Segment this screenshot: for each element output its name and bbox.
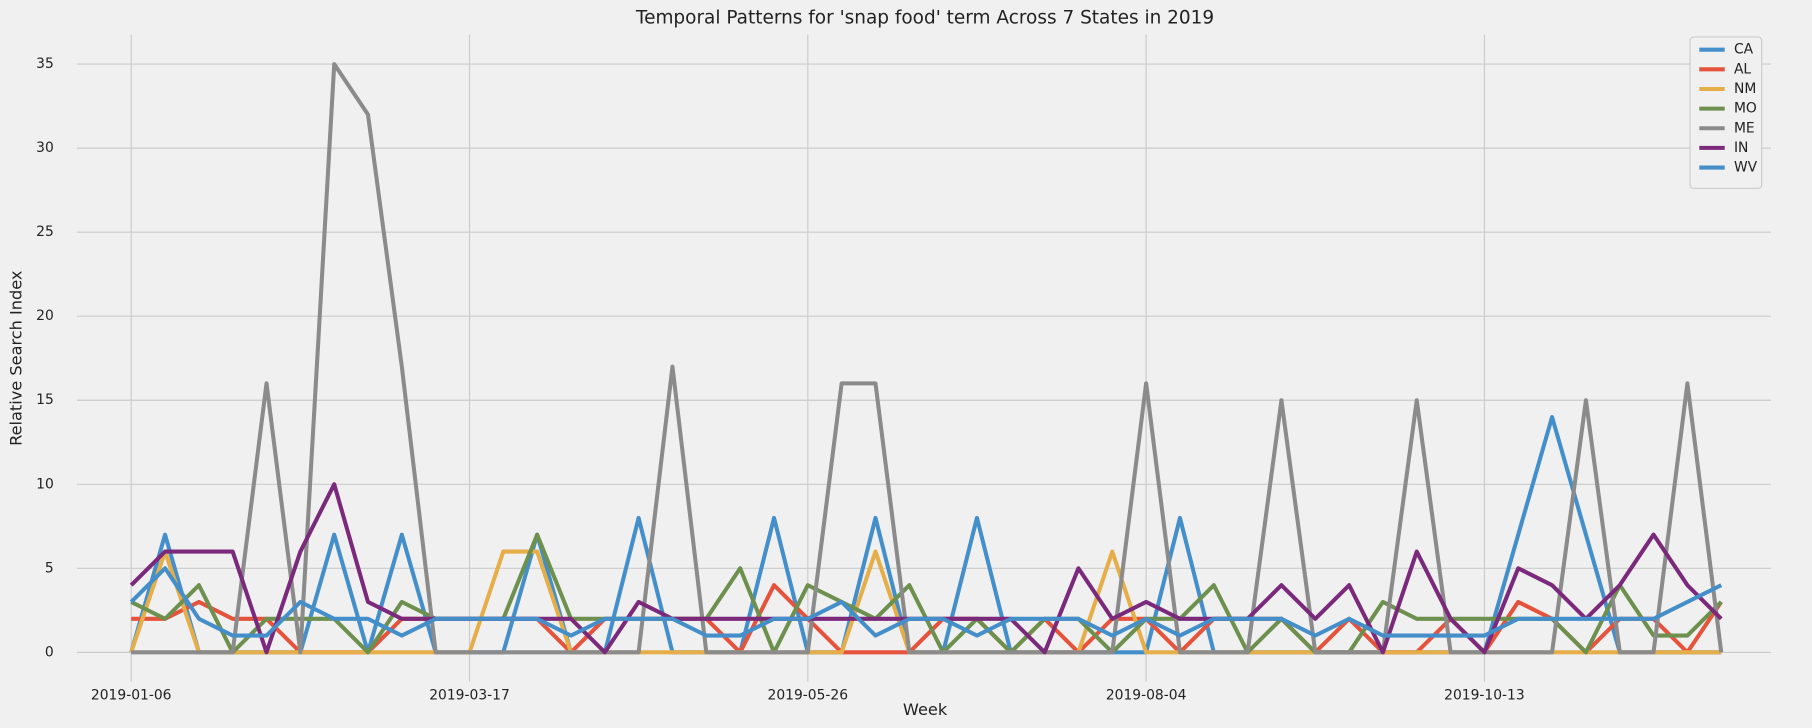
x-tick-label: 2019-05-26	[768, 688, 849, 704]
y-tick-label: 35	[36, 56, 54, 72]
x-tick-label: 2019-03-17	[429, 688, 510, 704]
y-axis-label: Relative Search Index	[6, 270, 25, 446]
y-tick-label: 0	[45, 644, 54, 660]
legend-label: ME	[1734, 120, 1755, 136]
legend-label: MO	[1734, 101, 1757, 117]
x-tick-label: 2019-08-04	[1106, 688, 1187, 704]
chart-title: Temporal Patterns for 'snap food' term A…	[635, 7, 1214, 28]
x-axis-label: Week	[903, 700, 948, 719]
series-line	[131, 62, 1724, 655]
x-tick-label: 2019-01-06	[91, 688, 172, 704]
legend-label: WV	[1734, 160, 1758, 176]
legend-box	[1689, 36, 1763, 189]
y-tick-label: 25	[36, 224, 54, 240]
legend-label: AL	[1734, 61, 1751, 77]
legend-label: IN	[1734, 140, 1748, 156]
x-tick-label: 2019-10-13	[1444, 688, 1525, 704]
y-tick-label: 15	[36, 392, 54, 408]
legend-label: CA	[1734, 42, 1754, 58]
legend-label: NM	[1734, 81, 1756, 97]
series-line	[129, 566, 1723, 638]
y-tick-label: 30	[36, 140, 54, 156]
y-tick-label: 10	[36, 476, 54, 492]
y-tick-label: 20	[36, 308, 54, 324]
y-tick-label: 5	[45, 560, 54, 576]
